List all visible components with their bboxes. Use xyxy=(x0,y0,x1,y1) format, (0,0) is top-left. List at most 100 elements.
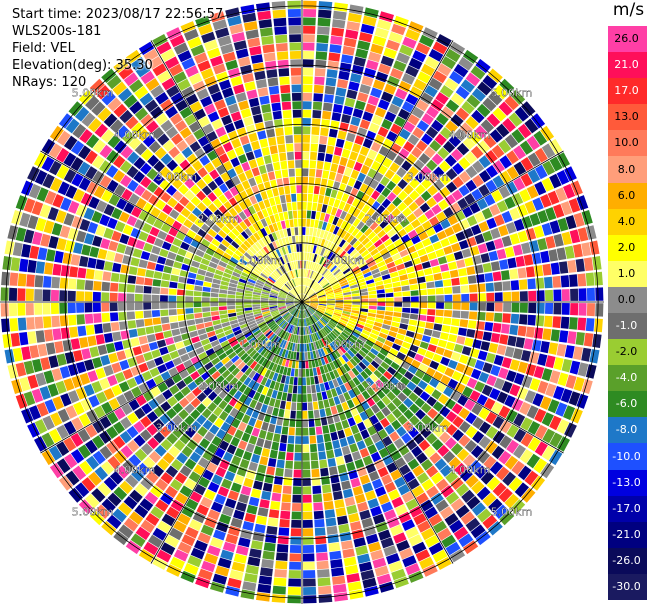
radar-gate xyxy=(382,454,394,466)
radar-gate xyxy=(306,377,311,386)
radar-gate xyxy=(108,194,120,206)
radar-gate xyxy=(150,485,164,498)
radar-gate xyxy=(281,237,287,247)
radar-gate xyxy=(101,302,110,312)
radar-gate xyxy=(286,298,294,301)
radar-gate xyxy=(519,302,528,313)
radar-gate xyxy=(78,89,94,105)
radar-gate xyxy=(248,389,256,399)
radar-gate xyxy=(122,255,132,265)
radar-gate xyxy=(264,226,271,235)
radar-gate xyxy=(372,344,382,352)
radar-gate xyxy=(296,402,302,411)
radar-gate xyxy=(346,21,361,31)
radar-gate xyxy=(398,484,410,496)
radar-gate xyxy=(355,275,364,281)
radar-gate xyxy=(474,233,485,245)
radar-gate xyxy=(391,321,400,328)
radar-gate xyxy=(468,311,478,320)
radar-gate xyxy=(295,269,298,278)
radar-gate xyxy=(52,263,62,276)
radar-gate xyxy=(253,391,261,401)
radar-gate xyxy=(272,110,282,120)
radar-gate xyxy=(253,148,263,159)
radar-gate xyxy=(266,351,273,360)
radar-gate xyxy=(479,170,491,183)
radar-gate xyxy=(252,352,260,360)
radar-gate xyxy=(187,555,202,568)
radar-gate xyxy=(235,298,244,302)
radar-gate xyxy=(272,260,279,268)
radar-gate xyxy=(239,258,248,266)
radar-gate xyxy=(398,80,412,93)
radar-gate xyxy=(458,354,469,365)
radar-gate xyxy=(168,309,177,316)
radar-gate xyxy=(401,160,412,172)
radar-gate xyxy=(268,397,276,407)
radar-gate xyxy=(207,203,218,213)
radar-gate xyxy=(291,252,296,261)
radar-gate xyxy=(401,519,416,531)
radar-gate xyxy=(374,565,389,577)
radar-gate xyxy=(424,244,435,254)
radar-gate xyxy=(556,436,570,452)
radar-gate xyxy=(459,171,471,183)
radar-gate xyxy=(227,309,236,314)
radar-gate xyxy=(428,77,443,91)
radar-gate xyxy=(32,231,43,246)
radar-gate xyxy=(51,276,60,289)
radar-gate xyxy=(293,317,297,326)
radar-gate xyxy=(492,107,507,122)
radar-gate xyxy=(377,99,390,111)
radar-gate xyxy=(281,287,289,293)
radar-gate xyxy=(411,359,421,369)
radar-gate xyxy=(370,87,383,99)
radar-gate xyxy=(346,360,355,370)
radar-gate xyxy=(58,475,74,491)
radar-gate xyxy=(181,534,196,547)
radar-gate xyxy=(206,131,218,142)
radar-gate xyxy=(504,493,519,509)
radar-gate xyxy=(297,277,300,286)
radar-gate xyxy=(173,439,186,451)
radar-gate xyxy=(138,335,148,345)
radar-gate xyxy=(343,232,351,241)
radar-gate xyxy=(414,397,425,408)
radar-gate xyxy=(278,294,286,298)
radar-gate xyxy=(34,289,43,301)
colorbar-tick-label: -10.0 xyxy=(612,449,641,463)
radar-gate xyxy=(96,391,108,404)
radar-gate xyxy=(274,315,282,322)
radar-gate xyxy=(285,194,292,203)
radar-gate xyxy=(237,361,246,370)
radar-gate xyxy=(281,265,287,273)
radar-gate xyxy=(347,12,362,23)
radar-gate xyxy=(157,382,168,393)
radar-gate xyxy=(337,79,349,89)
radar-gate xyxy=(314,273,320,281)
radar-gate xyxy=(269,242,276,251)
radar-gate xyxy=(219,153,230,164)
radar-gate xyxy=(237,317,247,323)
radar-gate xyxy=(279,308,287,312)
colorbar-tick-label: 13.0 xyxy=(614,110,639,124)
radar-gate xyxy=(397,414,408,425)
radar-gate xyxy=(213,344,222,352)
radar-gate xyxy=(252,213,260,222)
radar-gate xyxy=(302,302,308,308)
radar-gate xyxy=(377,493,390,505)
radar-gate xyxy=(329,371,336,380)
radar-gate xyxy=(526,405,539,419)
radar-gate xyxy=(248,205,256,215)
radar-gate xyxy=(370,451,382,463)
radar-gate xyxy=(344,496,356,507)
radar-gate xyxy=(296,302,302,308)
radar-gate xyxy=(391,419,402,431)
radar-gate xyxy=(388,489,400,501)
radar-gate xyxy=(138,210,150,222)
radar-gate xyxy=(146,334,156,343)
radar-gate xyxy=(227,463,239,474)
radar-gate xyxy=(251,427,260,437)
radar-gate xyxy=(275,249,282,258)
radar-gate xyxy=(118,302,126,311)
